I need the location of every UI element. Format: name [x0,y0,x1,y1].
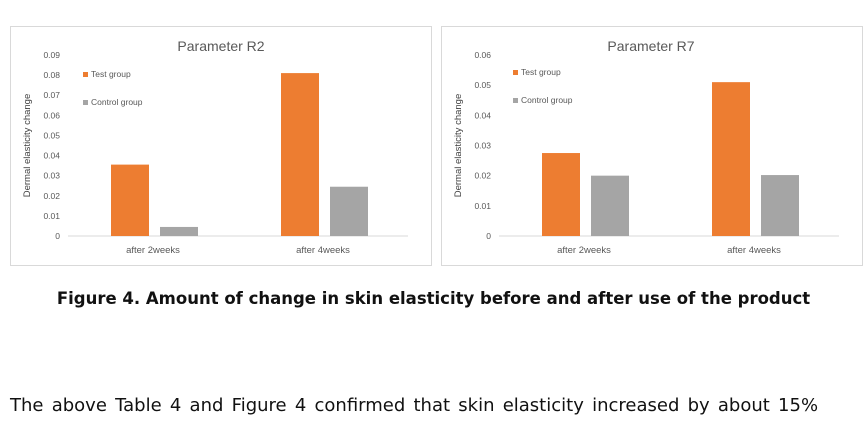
r7-bar-control-1 [591,175,629,236]
r7-y-tick-label: 0.03 [474,141,491,151]
chart-r2: Parameter R2 Dermal elasticity change 0 0.0… [10,26,432,266]
r2-bar-control-2 [330,186,368,236]
r2-legend-label-1: Test group [91,69,131,79]
r2-legend-swatch-2 [83,100,88,105]
r2-y-tick-label: 0.05 [43,130,60,140]
r2-bar-test-2 [281,73,319,236]
r7-x-tick-label: after 2weeks [557,245,611,256]
r2-y-tick-label: 0 [55,231,60,241]
r7-bar-control-2 [761,175,799,236]
r2-legend-swatch-1 [83,72,88,77]
r2-y-tick-label: 0.09 [43,50,60,60]
r7-y-tick-label: 0.06 [474,50,491,60]
r2-y-tick-label: 0.04 [43,151,60,161]
r7-y-tick-label: 0.05 [474,80,491,90]
r7-y-tick-label: 0.04 [474,110,491,120]
r7-x-tick-label: after 4weeks [727,245,781,256]
r7-bar-test-1 [542,153,580,236]
r2-y-tick-label: 0.01 [43,211,60,221]
r7-y-tick-label: 0.02 [474,171,491,181]
chart-r7: Parameter R7 Dermal elasticity change 0 0.0… [441,26,863,266]
r7-legend-label-2: Control group [521,95,573,105]
r2-legend-label-2: Control group [91,97,143,107]
r2-x-tick-label: after 2weeks [126,245,180,256]
r2-bar-control-1 [160,226,198,236]
r2-y-tick-label: 0.02 [43,191,60,201]
r2-y-tick-label: 0.07 [43,90,60,100]
r2-y-axis-label: Dermal elasticity change [22,94,33,198]
r7-bar-test-2 [712,82,750,237]
body-paragraph: The above Table 4 and Figure 4 confirmed… [10,395,819,416]
chart-r7-svg: Parameter R7 Dermal elasticity change 0 0.0… [453,38,839,256]
r7-y-tick-label: 0.01 [474,201,491,211]
r2-x-tick-label: after 4weeks [296,245,350,256]
r7-title: Parameter R7 [607,38,694,54]
r7-y-axis-label: Dermal elasticity change [453,94,464,198]
figure-caption: Figure 4. Amount of change in skin elast… [56,289,811,308]
r7-legend-label-1: Test group [521,67,561,77]
r2-bar-test-1 [111,164,149,236]
r2-y-tick-label: 0.03 [43,171,60,181]
chart-r2-svg: Parameter R2 Dermal elasticity change 0 0.0… [22,38,408,256]
r7-legend-swatch-2 [513,98,518,103]
r7-y-tick-label: 0 [486,231,491,241]
r2-y-tick-label: 0.06 [43,110,60,120]
r2-y-tick-label: 0.08 [43,70,60,80]
r2-title: Parameter R2 [177,38,264,54]
r7-legend-swatch-1 [513,70,518,75]
